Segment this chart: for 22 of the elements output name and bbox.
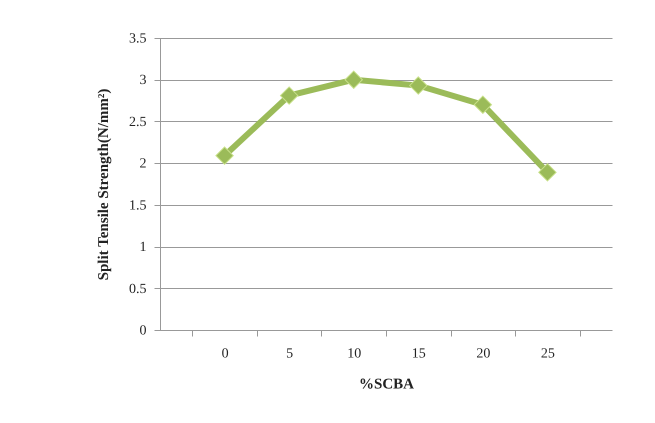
- point: [280, 86, 298, 105]
- x-tick-label: 15: [412, 346, 426, 362]
- y-tick-label: 3.5: [129, 32, 146, 46]
- y-axis-title: Split Tensile Strength(N/mm²): [96, 88, 112, 280]
- x-tick-label: 25: [540, 346, 555, 362]
- y-tick-label: 1.5: [129, 198, 146, 214]
- x-tick-label: 0: [222, 346, 229, 362]
- y-tick-label: 1: [140, 240, 146, 256]
- y-tick-label: 0: [140, 324, 146, 338]
- x-tick-label: 10: [347, 346, 362, 362]
- point: [538, 163, 557, 182]
- point: [215, 146, 234, 165]
- y-tick-label: 2.5: [129, 114, 146, 130]
- point: [409, 76, 428, 95]
- point: [474, 96, 492, 114]
- y-tick-label: 0.5: [129, 282, 146, 297]
- x-tick-label: 20: [476, 346, 490, 362]
- y-tick-label: 3: [140, 73, 146, 88]
- x-axis-title: %SCBA: [358, 376, 414, 392]
- x-tick-label: 5: [286, 346, 294, 362]
- point: [344, 70, 363, 89]
- y-tick-label: 2: [140, 156, 146, 172]
